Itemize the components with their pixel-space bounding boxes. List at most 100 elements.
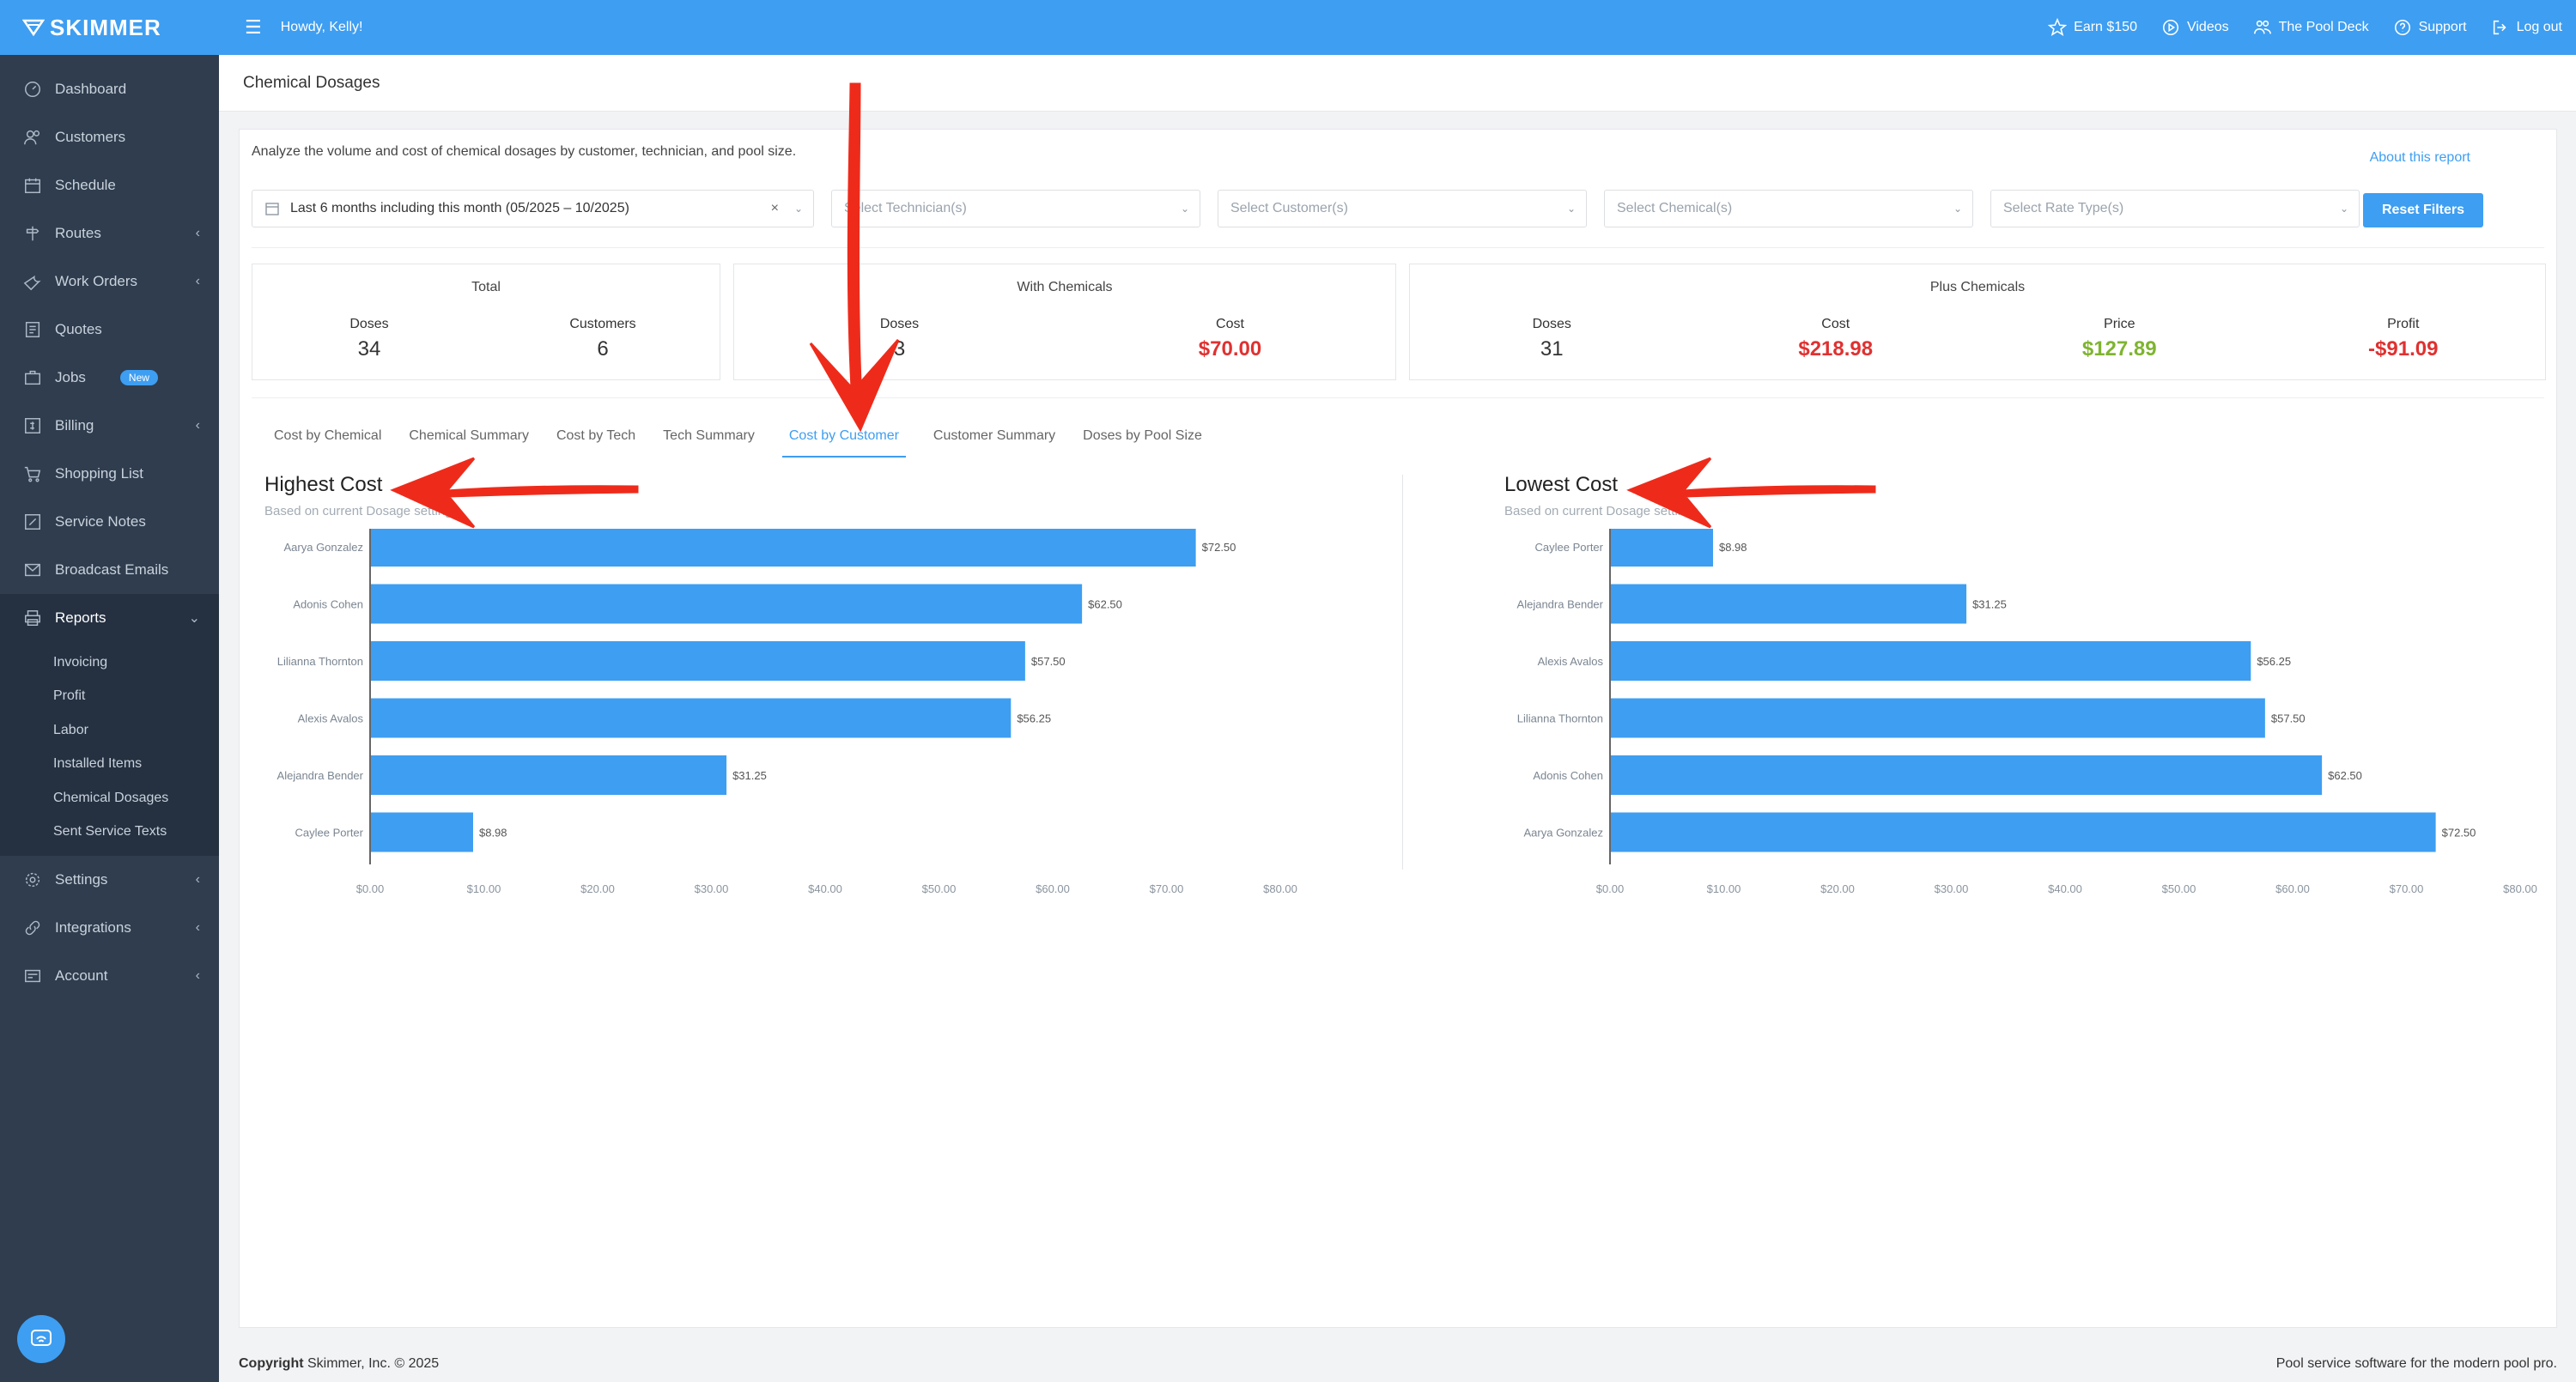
sub-item-installed-items[interactable]: Installed Items [53,756,143,772]
sidebar-item-label: Broadcast Emails [55,561,169,578]
sidebar-item-customers[interactable]: Customers [0,113,219,161]
tab-chemical-summary[interactable]: Chemical Summary [409,428,529,443]
sidebar: SKIMMER Dashboard Customers Schedule Rou… [0,0,219,1382]
bar [1611,584,1967,624]
sidebar-item-label: Billing [55,417,94,433]
report-card: Analyze the volume and cost of chemical … [239,129,2557,1328]
sidebar-nav: Dashboard Customers Schedule Routes ‹ Wo… [0,55,219,1000]
bar [371,755,727,795]
hamburger-menu-icon[interactable]: ☰ [245,16,262,38]
chart-separator [1402,475,1403,870]
customer-placeholder: Select Customer(s) [1230,201,1348,215]
stat-label: Cost [1821,317,1850,331]
bar [371,529,1196,567]
sidebar-item-jobs[interactable]: Jobs New [0,354,219,402]
sidebar-item-account[interactable]: Account ‹ [0,952,219,1000]
bar [371,812,473,852]
x-tick-label: $30.00 [695,882,729,895]
data-label: $57.50 [1031,655,1066,668]
sub-item-sent-service-texts[interactable]: Sent Service Texts [53,824,167,840]
sidebar-item-label: Routes [55,225,101,241]
footer-tagline: Pool service software for the modern poo… [2275,1356,2557,1371]
technician-select[interactable]: Select Technician(s) ⌄ [831,190,1200,227]
x-tick-label: $50.00 [922,882,957,895]
chevron-left-icon: ‹ [195,872,200,887]
sidebar-item-quotes[interactable]: Quotes [0,306,219,354]
sub-item-chemical-dosages[interactable]: Chemical Dosages [53,790,169,805]
bar [371,641,1025,681]
stat-label: Doses [349,317,389,331]
sidebar-item-work-orders[interactable]: Work Orders ‹ [0,258,219,306]
bar [1611,698,2265,738]
data-label: $72.50 [2442,827,2476,840]
bar [1611,641,2251,681]
filter-bar: Last 6 months including this month (05/2… [252,190,2360,227]
sidebar-item-settings[interactable]: Settings ‹ [0,856,219,904]
sidebar-item-routes[interactable]: Routes ‹ [0,209,219,258]
data-label: $8.98 [479,827,507,840]
x-tick-label: $0.00 [356,882,385,895]
rate-type-select[interactable]: Select Rate Type(s) ⌄ [1990,190,2360,227]
sidebar-item-label: Jobs [55,369,86,385]
tab-cost-by-chemical[interactable]: Cost by Chemical [274,428,382,443]
clear-icon[interactable]: × [770,201,779,215]
chevron-down-icon: ⌄ [188,611,200,626]
x-tick-label: $10.00 [1707,882,1741,895]
data-label: $31.25 [1972,598,2007,611]
tab-customer-summary[interactable]: Customer Summary [933,428,1056,443]
tab-cost-by-tech[interactable]: Cost by Tech [556,428,636,443]
chat-button[interactable] [17,1315,65,1363]
sidebar-item-service-notes[interactable]: Service Notes [0,498,219,546]
sidebar-item-billing[interactable]: Billing ‹ [0,402,219,450]
about-report-link[interactable]: About this report [2369,150,2470,165]
tab-tech-summary[interactable]: Tech Summary [663,428,755,443]
plus-profit-value: -$91.09 [2368,337,2439,361]
sidebar-item-label: Reports [55,609,106,626]
stat-title: Total [471,280,501,294]
people-icon [2253,20,2271,34]
sidebar-item-reports[interactable]: Reports ⌄ [0,594,219,642]
logout-icon [2493,20,2506,35]
reset-filters-button[interactable]: Reset Filters [2363,193,2483,227]
tab-cost-by-customer[interactable]: Cost by Customer [781,428,906,458]
chemical-select[interactable]: Select Chemical(s) ⌄ [1604,190,1973,227]
printer-icon [22,608,43,628]
pool-deck-link[interactable]: The Pool Deck [2253,18,2369,37]
tab-doses-by-pool-size[interactable]: Doses by Pool Size [1083,428,1202,443]
sidebar-item-shopping-list[interactable]: Shopping List [0,450,219,498]
sidebar-item-integrations[interactable]: Integrations ‹ [0,904,219,952]
date-range-select[interactable]: Last 6 months including this month (05/2… [252,190,814,227]
logo[interactable]: SKIMMER [0,0,219,55]
data-label: $72.50 [1202,541,1236,554]
videos-link[interactable]: Videos [2161,18,2229,37]
category-label: Caylee Porter [295,827,364,840]
x-tick-label: $60.00 [1036,882,1070,895]
earn-link[interactable]: Earn $150 [2048,18,2137,37]
notes-icon [22,512,43,532]
sidebar-item-schedule[interactable]: Schedule [0,161,219,209]
plus-price-value: $127.89 [2081,337,2157,361]
sub-item-invoicing[interactable]: Invoicing [53,654,108,670]
support-link[interactable]: Support [2393,18,2467,37]
x-tick-label: $20.00 [580,882,615,895]
sidebar-item-broadcast-emails[interactable]: Broadcast Emails [0,546,219,594]
wrench-icon [22,271,43,292]
category-label: Alexis Avalos [298,712,364,725]
bar [1611,755,2323,795]
sidebar-item-label: Integrations [55,919,131,936]
copyright-text: Skimmer, Inc. © 2025 [303,1356,440,1371]
sidebar-item-dashboard[interactable]: Dashboard [0,65,219,113]
x-tick-label: $70.00 [2390,882,2424,895]
account-icon [22,966,43,986]
logout-link[interactable]: Log out [2491,18,2562,37]
category-label: Caylee Porter [1535,541,1604,554]
x-tick-label: $80.00 [2503,882,2537,895]
x-tick-label: $60.00 [2275,882,2310,895]
customers-icon [22,127,43,148]
calendar-icon [22,175,43,196]
total-stats: Total Doses 34 Customers 6 [252,264,720,380]
sub-item-profit[interactable]: Profit [53,688,86,704]
customer-select[interactable]: Select Customer(s) ⌄ [1218,190,1587,227]
new-badge: New [119,370,158,385]
sub-item-labor[interactable]: Labor [53,722,88,737]
